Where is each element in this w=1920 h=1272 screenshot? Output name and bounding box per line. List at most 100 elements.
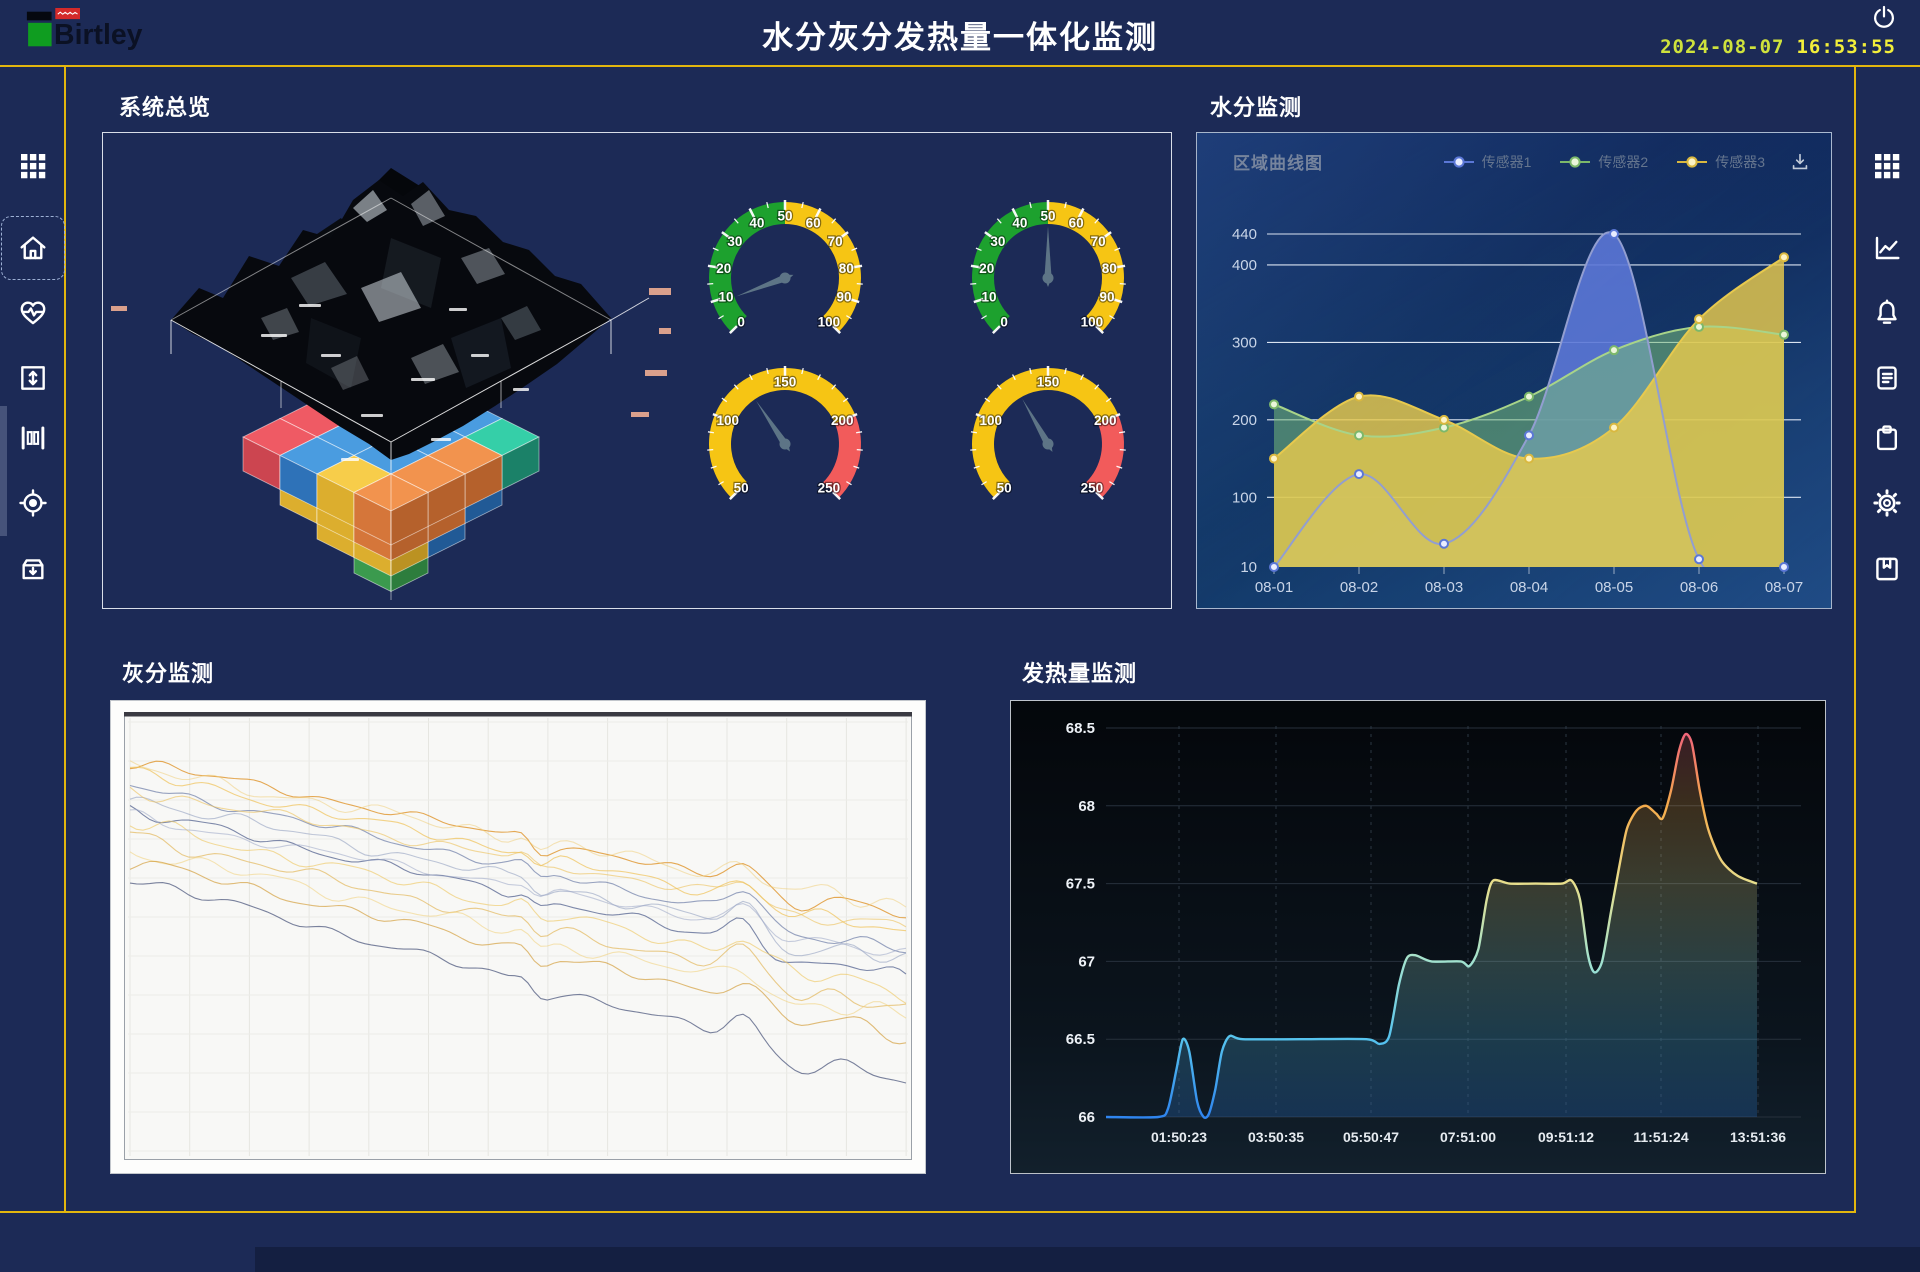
svg-text:250: 250: [818, 480, 841, 495]
legend-label: 传感器1: [1481, 153, 1532, 170]
calorific-panel-title: 发热量监测: [1022, 661, 1138, 686]
svg-text:30: 30: [990, 234, 1005, 249]
moisture-panel-title: 水分监测: [1210, 95, 1303, 120]
svg-text:10: 10: [719, 290, 734, 305]
sidebar-item-apps[interactable]: [9, 142, 57, 190]
svg-text:100: 100: [1081, 314, 1104, 329]
gauge-1: 0 10 20 30 40 50 60 70 80 90 100: [675, 183, 895, 353]
date-value: 2024-08-07: [1660, 36, 1785, 58]
svg-text:66.5: 66.5: [1066, 1031, 1095, 1048]
svg-text:10: 10: [1240, 559, 1257, 576]
chart-legend: 传感器1 传感器2 传感器3: [1443, 152, 1765, 172]
svg-text:68: 68: [1078, 798, 1095, 815]
svg-text:90: 90: [836, 290, 851, 305]
svg-text:80: 80: [1102, 261, 1117, 276]
sidebar-item-health[interactable]: [9, 289, 57, 337]
page-title: 水分灰分发热量一体化监测: [762, 20, 1158, 55]
sidebar-item-columns[interactable]: [9, 414, 57, 462]
svg-text:08-01: 08-01: [1255, 579, 1293, 596]
footer-strip: [255, 1247, 1920, 1272]
archive-down-icon: [17, 553, 49, 585]
sidebar-item-home[interactable]: [1, 216, 65, 280]
download-icon[interactable]: [1789, 151, 1811, 173]
moisture-area-chart: 10 100 200 300 400 440 08-01 08-02 08-03 08-04 08-…: [1232, 226, 1803, 596]
svg-text:250: 250: [1081, 480, 1104, 495]
home-icon: [17, 232, 49, 264]
svg-text:08-03: 08-03: [1425, 579, 1463, 596]
target-icon: [17, 487, 49, 519]
power-button[interactable]: [1870, 4, 1898, 32]
arrows-vertical-icon: [17, 362, 49, 394]
ash-panel-title: 灰分监测: [122, 661, 215, 686]
brand-logo-text: Birtley: [54, 19, 143, 50]
gauge-4: 50 100 150 200 250: [938, 349, 1158, 519]
datetime-display: 2024-08-07 16:53:55: [1660, 36, 1896, 58]
moisture-chart-header: 区域曲线图 传感器1 传感器2 传感器3: [1197, 149, 1831, 174]
svg-text:50: 50: [777, 209, 792, 224]
book-icon: [1871, 553, 1903, 585]
legend-item[interactable]: 传感器1: [1443, 152, 1532, 172]
overview-panel-title: 系统总览: [119, 95, 212, 120]
left-sidebar: [0, 66, 66, 1272]
svg-text:70: 70: [828, 234, 843, 249]
sidebar-item-archive[interactable]: [9, 545, 57, 593]
brand-logo-icon: Birtley: [26, 8, 143, 50]
scroll-indicator[interactable]: [0, 406, 7, 536]
sidebar-item-settings[interactable]: [1863, 479, 1911, 527]
svg-text:50: 50: [1040, 209, 1055, 224]
chart-subtitle: 区域曲线图: [1233, 154, 1323, 173]
legend-item[interactable]: 传感器2: [1559, 152, 1648, 172]
svg-text:05:50:47: 05:50:47: [1343, 1129, 1399, 1145]
document-icon: [1871, 362, 1903, 394]
svg-text:50: 50: [734, 480, 749, 495]
grid-icon: [1871, 150, 1903, 182]
sidebar-item-save[interactable]: [1863, 545, 1911, 593]
svg-text:100: 100: [818, 314, 841, 329]
svg-text:30: 30: [727, 234, 742, 249]
right-frame-line: [1854, 65, 1856, 1213]
left-frame-line: [64, 65, 66, 1213]
svg-text:100: 100: [979, 413, 1002, 428]
line-chart-icon: [1871, 232, 1903, 264]
svg-text:200: 200: [1232, 412, 1257, 429]
svg-text:68.5: 68.5: [1066, 720, 1095, 737]
sidebar-item-report[interactable]: [1863, 354, 1911, 402]
sidebar-item-target[interactable]: [9, 479, 57, 527]
panel-moisture: 区域曲线图 传感器1 传感器2 传感器3 10 100 200 300 400 440 08-0…: [1196, 132, 1832, 609]
svg-text:66: 66: [1078, 1109, 1095, 1126]
columns-icon: [17, 422, 49, 454]
header-divider: [0, 65, 1920, 67]
grid-icon: [17, 150, 49, 182]
svg-text:08-05: 08-05: [1595, 579, 1633, 596]
svg-text:150: 150: [1037, 375, 1060, 390]
legend-item[interactable]: 传感器3: [1676, 152, 1765, 172]
gauge-3: 50 100 150 200 250: [675, 349, 895, 519]
svg-text:300: 300: [1232, 334, 1257, 351]
svg-text:200: 200: [831, 413, 854, 428]
svg-text:13:51:36: 13:51:36: [1730, 1129, 1786, 1145]
svg-text:40: 40: [749, 215, 764, 230]
heart-pulse-icon: [17, 297, 49, 329]
svg-text:400: 400: [1232, 257, 1257, 274]
svg-text:200: 200: [1094, 413, 1117, 428]
svg-text:20: 20: [979, 261, 994, 276]
sidebar-item-alarm[interactable]: [1863, 289, 1911, 337]
sidebar-item-trend[interactable]: [1863, 224, 1911, 272]
svg-text:70: 70: [1091, 234, 1106, 249]
svg-text:03:50:35: 03:50:35: [1248, 1129, 1304, 1145]
svg-text:60: 60: [806, 215, 821, 230]
right-sidebar: [1854, 66, 1920, 1272]
sidebar-item-level[interactable]: [9, 354, 57, 402]
clipboard-icon: [1871, 422, 1903, 454]
brand-logo: Birtley: [26, 8, 176, 54]
bell-icon: [1871, 297, 1903, 329]
svg-text:60: 60: [1069, 215, 1084, 230]
sidebar-item-tasks[interactable]: [1863, 414, 1911, 462]
sidebar-item-apps[interactable]: [1863, 142, 1911, 190]
ash-trend-chart: [124, 712, 912, 1160]
gear-icon: [1871, 487, 1903, 519]
svg-text:90: 90: [1099, 290, 1114, 305]
legend-label: 传感器2: [1598, 153, 1649, 170]
panel-calorific: 66 66.5 67 67.5 68 68.5 01:50:23 03:50:35 05:50:…: [1010, 700, 1826, 1174]
svg-text:67: 67: [1078, 953, 1095, 970]
